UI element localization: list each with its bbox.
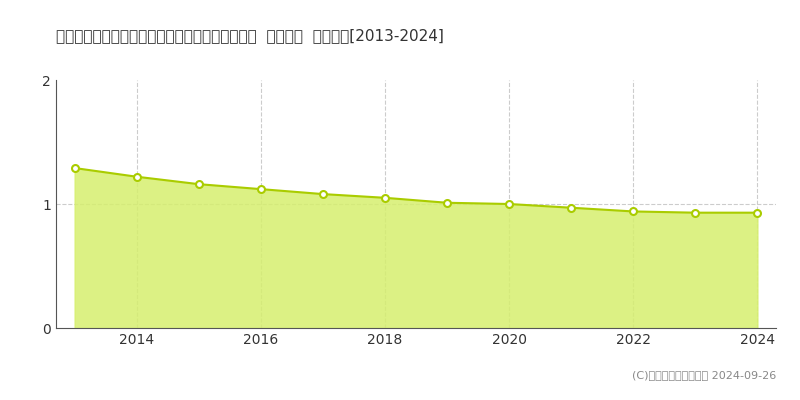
Text: 鹿児島県肝属郡錦江町田代川原字宮前２９４番１  基準地価  地価推移[2013-2024]: 鹿児島県肝属郡錦江町田代川原字宮前２９４番１ 基準地価 地価推移[2013-20… <box>56 28 444 43</box>
Text: (C)土地価格ドットコム 2024-09-26: (C)土地価格ドットコム 2024-09-26 <box>632 370 776 380</box>
